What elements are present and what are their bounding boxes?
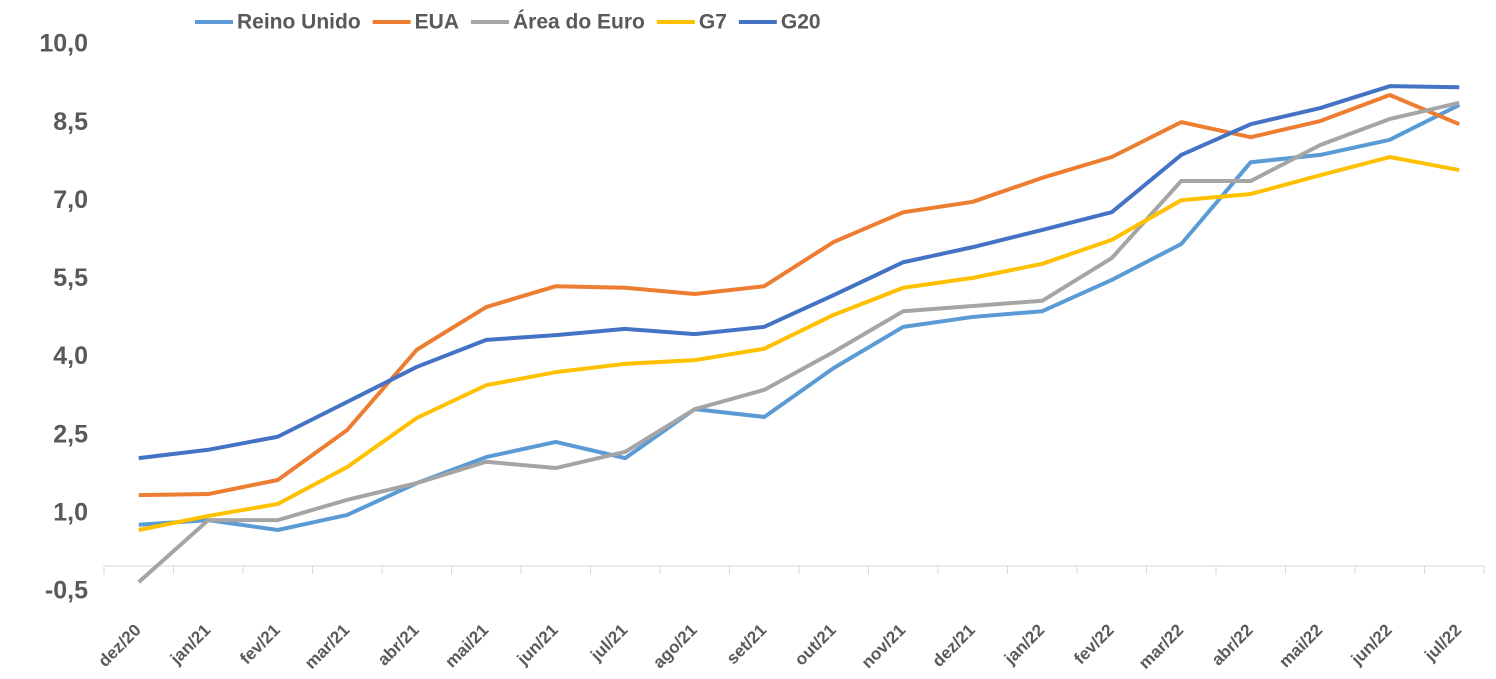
x-tick-label: fev/22 [1070, 621, 1118, 669]
x-tick-label: mar/22 [1135, 621, 1187, 673]
x-tick-label: abr/21 [374, 621, 423, 670]
x-tick-label: mai/21 [441, 621, 492, 672]
x-tick-label: dez/21 [929, 621, 979, 671]
x-tick-label: out/21 [791, 621, 840, 670]
y-tick-label: 1,0 [53, 498, 88, 526]
x-tick-label: set/21 [723, 621, 771, 669]
x-tick-label: jul/22 [1420, 621, 1465, 666]
y-tick-label: -0,5 [45, 577, 88, 605]
series-line [138, 103, 1461, 533]
x-tick-label: dez/20 [95, 621, 145, 671]
x-tick-label: nov/21 [858, 621, 910, 673]
y-tick-label: 4,0 [53, 342, 88, 370]
legend-label: Reino Unido [237, 11, 361, 34]
x-tick-label: jan/22 [1000, 621, 1048, 669]
x-tick-label: ago/21 [649, 621, 701, 673]
x-tick-label: jan/21 [166, 621, 214, 669]
y-tick-label: 8,5 [53, 108, 88, 136]
x-tick-label: jul/21 [586, 621, 631, 666]
series-line [138, 84, 1460, 461]
x-tick-label: jun/22 [1347, 621, 1396, 670]
legend-label: Área do Euro [513, 11, 645, 34]
series-line [137, 100, 1460, 584]
series-line [138, 93, 1461, 498]
y-tick-label: 5,5 [53, 264, 88, 292]
legend-label: EUA [415, 11, 459, 34]
legend-label: G20 [781, 11, 821, 34]
x-tick-label: jun/21 [513, 621, 562, 670]
series-line [138, 155, 1460, 532]
x-tick-label: mai/22 [1275, 621, 1326, 672]
x-tick-label: mar/21 [301, 621, 353, 673]
y-tick-label: 10,0 [39, 30, 88, 58]
y-tick-label: 2,5 [53, 420, 88, 448]
y-tick-label: 7,0 [53, 186, 88, 214]
legend-label: G7 [699, 11, 727, 34]
x-tick-label: fev/21 [236, 621, 284, 669]
x-tick-label: abr/22 [1208, 621, 1257, 670]
